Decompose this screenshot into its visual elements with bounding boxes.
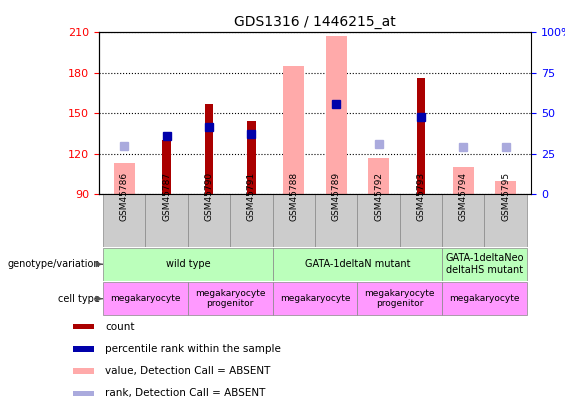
Text: rank, Detection Call = ABSENT: rank, Detection Call = ABSENT	[105, 388, 266, 399]
Title: GDS1316 / 1446215_at: GDS1316 / 1446215_at	[234, 15, 396, 29]
Bar	[205, 104, 214, 194]
Bar	[283, 66, 305, 194]
Bar	[103, 282, 188, 315]
Bar	[442, 194, 485, 247]
Bar	[358, 194, 400, 247]
Text: GSM45792: GSM45792	[374, 172, 383, 221]
Text: megakaryocyte
progenitor: megakaryocyte progenitor	[364, 289, 435, 308]
Text: value, Detection Call = ABSENT: value, Detection Call = ABSENT	[105, 366, 271, 376]
Bar	[103, 194, 146, 247]
Bar	[315, 194, 358, 247]
Text: GSM45788: GSM45788	[289, 172, 298, 221]
Bar	[103, 248, 273, 281]
Bar	[73, 369, 94, 374]
Text: GSM45787: GSM45787	[162, 172, 171, 221]
Bar	[188, 282, 273, 315]
Bar	[247, 122, 255, 194]
Text: GSM45786: GSM45786	[120, 172, 129, 221]
Bar	[73, 391, 94, 396]
Bar	[453, 167, 474, 194]
Text: GSM45790: GSM45790	[205, 172, 214, 221]
Text: GSM45791: GSM45791	[247, 172, 256, 221]
Text: wild type: wild type	[166, 259, 210, 269]
Bar	[442, 248, 527, 281]
Bar	[73, 346, 94, 352]
Text: percentile rank within the sample: percentile rank within the sample	[105, 344, 281, 354]
Text: megakaryocyte: megakaryocyte	[110, 294, 181, 303]
Bar	[495, 181, 516, 194]
Bar	[73, 324, 94, 329]
Text: GSM45794: GSM45794	[459, 172, 468, 221]
Bar	[325, 36, 347, 194]
Text: GSM45793: GSM45793	[416, 172, 425, 221]
Bar	[485, 194, 527, 247]
Bar	[188, 194, 231, 247]
Text: GATA-1deltaN mutant: GATA-1deltaN mutant	[305, 259, 410, 269]
Bar	[163, 141, 171, 194]
Text: GSM45795: GSM45795	[501, 172, 510, 221]
Bar	[417, 78, 425, 194]
Bar	[368, 158, 389, 194]
Bar	[358, 282, 442, 315]
Text: count: count	[105, 322, 134, 332]
Text: megakaryocyte: megakaryocyte	[449, 294, 520, 303]
Bar	[146, 194, 188, 247]
Bar	[442, 282, 527, 315]
Text: genotype/variation: genotype/variation	[7, 259, 100, 269]
Text: cell type: cell type	[58, 294, 100, 304]
Text: GSM45789: GSM45789	[332, 172, 341, 221]
Bar	[231, 194, 273, 247]
Bar	[273, 194, 315, 247]
Text: megakaryocyte
progenitor: megakaryocyte progenitor	[195, 289, 266, 308]
Bar	[273, 282, 358, 315]
Text: GATA-1deltaNeo
deltaHS mutant: GATA-1deltaNeo deltaHS mutant	[445, 254, 524, 275]
Text: megakaryocyte: megakaryocyte	[280, 294, 350, 303]
Bar	[114, 163, 135, 194]
Bar	[400, 194, 442, 247]
Bar	[273, 248, 442, 281]
